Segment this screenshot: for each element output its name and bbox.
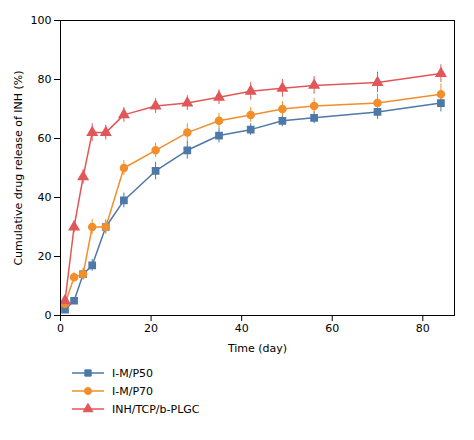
svg-text:20: 20 bbox=[144, 322, 158, 335]
html-text:INH/TCP/b-PLGC: INH/TCP/b-PLGC bbox=[112, 402, 200, 416]
svg-text:60: 60 bbox=[38, 132, 52, 145]
html-text:I-M/P70: I-M/P70 bbox=[112, 384, 153, 398]
html-text:I-M/P50: I-M/P50 bbox=[112, 366, 153, 380]
svg-text:80: 80 bbox=[416, 322, 430, 335]
svg-text:0: 0 bbox=[57, 322, 64, 335]
svg-text:100: 100 bbox=[31, 14, 52, 27]
svg-text:20: 20 bbox=[38, 250, 52, 263]
svg-text:40: 40 bbox=[235, 322, 249, 335]
svg-text:0: 0 bbox=[45, 309, 52, 322]
svg-text:Cumulative drug release of INH: Cumulative drug release of INH (%) bbox=[12, 70, 25, 265]
svg-text:60: 60 bbox=[325, 322, 339, 335]
svg-text:80: 80 bbox=[38, 73, 52, 86]
svg-text:40: 40 bbox=[38, 191, 52, 204]
svg-text:Time (day): Time (day) bbox=[227, 342, 287, 355]
